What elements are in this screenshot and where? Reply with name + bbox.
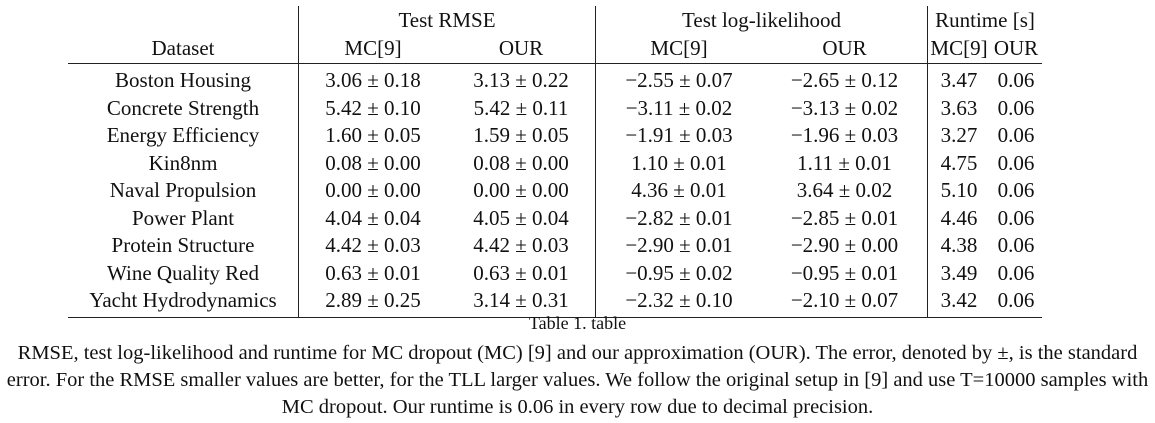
results-table: Test RMSE Test log-likelihood Runtime [s… xyxy=(68,6,1042,318)
dataset-cell: Kin8nm xyxy=(148,150,218,175)
rmse-mc-cell: 0.08 ± 0.00 xyxy=(298,149,447,177)
runtime-mc-cell: 3.27 xyxy=(927,122,990,150)
rmse-mc-cell: 0.00 ± 0.00 xyxy=(298,177,447,205)
table-caption-text: RMSE, test log-likelihood and runtime fo… xyxy=(6,342,1149,418)
ll-group-header: Test log-likelihood xyxy=(595,6,928,35)
rmse-mc-cell: 0.63 ± 0.01 xyxy=(298,259,447,287)
runtime-mc-cell: 3.47 xyxy=(927,63,990,95)
rmse-group-header: Test RMSE xyxy=(298,6,596,35)
dataset-header-spacer xyxy=(68,6,299,35)
ll-mc-cell: 4.36 ± 0.01 xyxy=(595,177,762,205)
ll-mc-cell: 1.10 ± 0.01 xyxy=(595,149,762,177)
runtime-our-cell: 0.06 xyxy=(997,205,1035,230)
ll-mc-cell: −2.90 ± 0.01 xyxy=(595,232,762,260)
runtime-mc-cell: 3.42 xyxy=(927,287,990,318)
rmse-our-cell: 4.05 ± 0.04 xyxy=(473,205,569,230)
runtime-mc-cell: 4.75 xyxy=(927,149,990,177)
rmse-our-cell: 0.08 ± 0.00 xyxy=(473,150,569,175)
runtime-our-cell: 0.06 xyxy=(997,233,1035,257)
ll-mc-header: MC[9] xyxy=(595,35,762,64)
rmse-our-cell: 3.13 ± 0.22 xyxy=(473,68,569,92)
runtime-group-header: Runtime [s] xyxy=(927,6,1042,35)
rmse-mc-cell: 1.60 ± 0.05 xyxy=(298,122,447,150)
dataset-cell: Protein Structure xyxy=(111,233,255,257)
runtime-our-cell: 0.06 xyxy=(997,95,1035,120)
ll-our-cell: −2.10 ± 0.07 xyxy=(762,287,928,318)
runtime-our-cell: 0.06 xyxy=(997,150,1035,175)
rmse-mc-cell: 4.04 ± 0.04 xyxy=(298,204,447,232)
runtime-mc-header: MC[9] xyxy=(927,35,990,64)
dataset-cell: Wine Quality Red xyxy=(107,260,259,285)
runtime-our-cell: 0.06 xyxy=(997,178,1035,202)
dataset-cell: Energy Efficiency xyxy=(106,123,260,147)
runtime-mc-cell: 3.63 xyxy=(927,94,990,122)
runtime-mc-cell: 4.38 xyxy=(927,232,990,260)
table-row: Kin8nm 0.08 ± 0.00 0.08 ± 0.00 1.10 ± 0.… xyxy=(68,149,1042,177)
ll-our-cell: −2.65 ± 0.12 xyxy=(790,68,899,92)
rmse-our-header: OUR xyxy=(447,35,596,64)
rmse-our-cell: 4.42 ± 0.03 xyxy=(473,233,569,257)
table-row: Boston Housing 3.06 ± 0.18 3.13 ± 0.22 −… xyxy=(68,63,1042,95)
dataset-cell: Concrete Strength xyxy=(106,95,260,120)
ll-mc-cell: −2.82 ± 0.01 xyxy=(595,204,762,232)
dataset-header: Dataset xyxy=(68,35,299,64)
dataset-cell: Yacht Hydrodynamics xyxy=(68,287,299,318)
table-row: Energy Efficiency 1.60 ± 0.05 1.59 ± 0.0… xyxy=(68,122,1042,150)
rmse-mc-cell: 4.42 ± 0.03 xyxy=(298,232,447,260)
runtime-our-cell: 0.06 xyxy=(997,68,1035,92)
ll-mc-cell: −2.55 ± 0.07 xyxy=(595,63,762,95)
ll-our-cell: −2.90 ± 0.00 xyxy=(790,233,899,257)
ll-mc-cell: −2.32 ± 0.10 xyxy=(595,287,762,318)
rmse-our-cell: 0.00 ± 0.00 xyxy=(473,178,569,202)
rmse-mc-cell: 5.42 ± 0.10 xyxy=(298,94,447,122)
table-row: Protein Structure 4.42 ± 0.03 4.42 ± 0.0… xyxy=(68,232,1042,260)
ll-mc-cell: −3.11 ± 0.02 xyxy=(595,94,762,122)
table-row: Naval Propulsion 0.00 ± 0.00 0.00 ± 0.00… xyxy=(68,177,1042,205)
ll-our-cell: −1.96 ± 0.03 xyxy=(790,123,899,147)
dataset-cell: Boston Housing xyxy=(115,68,251,92)
ll-our-cell: 3.64 ± 0.02 xyxy=(796,178,893,202)
ll-our-cell: −0.95 ± 0.01 xyxy=(790,260,899,285)
table-row: Wine Quality Red 0.63 ± 0.01 0.63 ± 0.01… xyxy=(68,259,1042,287)
table-caption-label: Table 1. table xyxy=(528,313,627,333)
runtime-our-cell: 0.06 xyxy=(997,123,1035,147)
rmse-mc-header: MC[9] xyxy=(298,35,447,64)
runtime-our-cell: 0.06 xyxy=(990,287,1042,318)
ll-our-header: OUR xyxy=(762,35,928,64)
ll-mc-cell: −1.91 ± 0.03 xyxy=(595,122,762,150)
sub-header-row: Dataset MC[9] OUR MC[9] OUR MC[9] OUR xyxy=(68,35,1042,64)
runtime-our-header: OUR xyxy=(990,35,1042,64)
rmse-our-cell: 1.59 ± 0.05 xyxy=(473,123,569,147)
ll-our-cell: 1.11 ± 0.01 xyxy=(797,150,892,175)
table-row: Concrete Strength 5.42 ± 0.10 5.42 ± 0.1… xyxy=(68,94,1042,122)
runtime-mc-cell: 4.46 xyxy=(927,204,990,232)
table-row: Yacht Hydrodynamics 2.89 ± 0.25 3.14 ± 0… xyxy=(68,287,1042,318)
rmse-our-cell: 0.63 ± 0.01 xyxy=(473,260,569,285)
table-row: Power Plant 4.04 ± 0.04 4.05 ± 0.04 −2.8… xyxy=(68,204,1042,232)
runtime-our-cell: 0.06 xyxy=(997,260,1035,285)
rmse-mc-cell: 2.89 ± 0.25 xyxy=(298,287,447,318)
rmse-our-cell: 3.14 ± 0.31 xyxy=(447,287,596,318)
group-header-row: Test RMSE Test log-likelihood Runtime [s… xyxy=(68,6,1042,35)
runtime-mc-cell: 5.10 xyxy=(927,177,990,205)
runtime-mc-cell: 3.49 xyxy=(927,259,990,287)
ll-mc-cell: −0.95 ± 0.02 xyxy=(595,259,762,287)
rmse-our-cell: 5.42 ± 0.11 xyxy=(473,95,569,120)
ll-our-cell: −3.13 ± 0.02 xyxy=(790,95,899,120)
dataset-cell: Power Plant xyxy=(131,205,235,230)
ll-our-cell: −2.85 ± 0.01 xyxy=(790,205,899,230)
dataset-cell: Naval Propulsion xyxy=(109,178,257,202)
rmse-mc-cell: 3.06 ± 0.18 xyxy=(298,63,447,95)
